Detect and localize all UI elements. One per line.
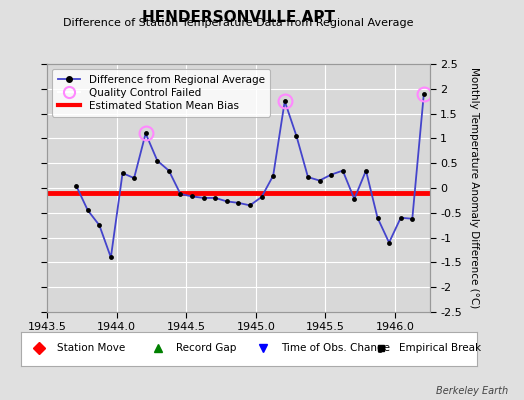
Text: Record Gap: Record Gap <box>176 343 236 353</box>
Text: HENDERSONVILLE APT: HENDERSONVILLE APT <box>142 10 335 25</box>
Legend: Difference from Regional Average, Quality Control Failed, Estimated Station Mean: Difference from Regional Average, Qualit… <box>52 69 270 116</box>
Text: Empirical Break: Empirical Break <box>399 343 482 353</box>
Text: Berkeley Earth: Berkeley Earth <box>436 386 508 396</box>
Text: Station Move: Station Move <box>58 343 126 353</box>
Text: Time of Obs. Change: Time of Obs. Change <box>281 343 390 353</box>
Y-axis label: Monthly Temperature Anomaly Difference (°C): Monthly Temperature Anomaly Difference (… <box>469 67 479 309</box>
Text: Difference of Station Temperature Data from Regional Average: Difference of Station Temperature Data f… <box>63 18 413 28</box>
